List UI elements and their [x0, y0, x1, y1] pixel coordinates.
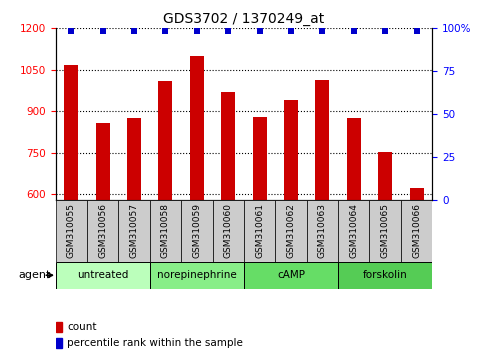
Text: norepinephrine: norepinephrine [157, 270, 237, 280]
Bar [56, 262, 150, 289]
Bar [347, 118, 361, 354]
Text: untreated: untreated [77, 270, 128, 280]
Text: GSM310062: GSM310062 [286, 204, 296, 258]
Text: GSM310056: GSM310056 [98, 204, 107, 258]
Bar [64, 65, 78, 354]
Point [161, 28, 170, 34]
Bar [378, 152, 392, 354]
Bar [221, 92, 235, 354]
Text: GSM310055: GSM310055 [67, 204, 76, 258]
Bar [56, 322, 62, 332]
Bar [410, 188, 424, 354]
Text: GSM310063: GSM310063 [318, 204, 327, 258]
Bar [244, 262, 338, 289]
Bar [118, 200, 150, 262]
Text: GSM310065: GSM310065 [381, 204, 390, 258]
Text: cAMP: cAMP [277, 270, 305, 280]
Text: GSM310058: GSM310058 [161, 204, 170, 258]
Text: GSM310059: GSM310059 [192, 204, 201, 258]
Bar [56, 338, 62, 348]
Text: GSM310060: GSM310060 [224, 204, 233, 258]
Point [350, 28, 357, 34]
Point [99, 28, 107, 34]
Bar [213, 200, 244, 262]
Bar [181, 200, 213, 262]
Bar [127, 118, 141, 354]
Bar [87, 200, 118, 262]
Bar [307, 200, 338, 262]
Bar [158, 81, 172, 354]
Point [256, 28, 264, 34]
Bar [338, 262, 432, 289]
Text: agent: agent [18, 270, 51, 280]
Text: GSM310064: GSM310064 [349, 204, 358, 258]
Bar [190, 56, 204, 354]
Text: GDS3702 / 1370249_at: GDS3702 / 1370249_at [163, 12, 325, 27]
Text: count: count [68, 322, 97, 332]
Text: GSM310061: GSM310061 [255, 204, 264, 258]
Point [224, 28, 232, 34]
Bar [401, 200, 432, 262]
Bar [244, 200, 275, 262]
Text: GSM310066: GSM310066 [412, 204, 421, 258]
Point [287, 28, 295, 34]
Point [319, 28, 327, 34]
Point [130, 28, 138, 34]
Text: GSM310057: GSM310057 [129, 204, 139, 258]
Bar [96, 123, 110, 354]
Bar [275, 200, 307, 262]
Point [412, 28, 420, 34]
Point [68, 28, 75, 34]
Bar [56, 200, 87, 262]
Bar [338, 200, 369, 262]
Bar [284, 100, 298, 354]
Point [382, 28, 389, 34]
Bar [253, 117, 267, 354]
Bar [315, 80, 329, 354]
Bar [150, 200, 181, 262]
Text: forskolin: forskolin [363, 270, 408, 280]
Bar [150, 262, 244, 289]
Point [193, 28, 201, 34]
Bar [369, 200, 401, 262]
Text: percentile rank within the sample: percentile rank within the sample [68, 338, 243, 348]
